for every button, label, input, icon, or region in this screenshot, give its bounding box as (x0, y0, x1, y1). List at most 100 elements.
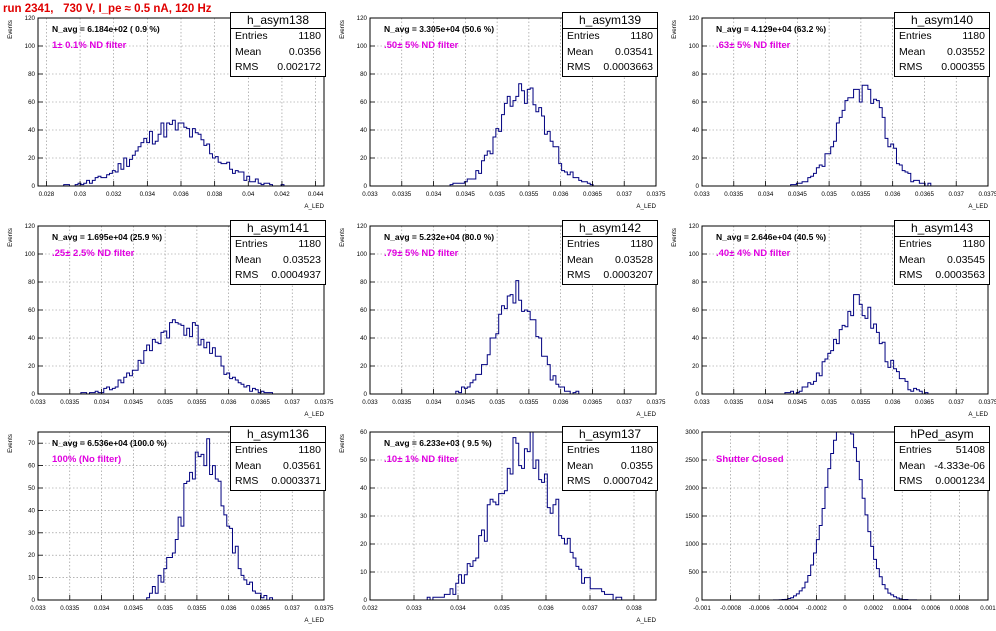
histogram-panel-h_asym140: 0.033 0.0335 0.034 0.0345 0.035 0.0355 0.036 0.… (664, 10, 996, 217)
x-tick-label: 0.033 (362, 399, 378, 406)
x-tick-label: 0.038 (207, 191, 223, 198)
filter-annotation: .25± 2.5% ND filter (52, 248, 135, 259)
y-tick-label: 2500 (685, 457, 699, 464)
y-tick-label: 60 (360, 429, 367, 436)
x-tick-label: 0.036 (221, 399, 237, 406)
navg-label: N_avg = 3.305e+04 (50.6 %) (384, 24, 495, 34)
stats-row-rms: RMS 0.0003207 (563, 268, 657, 284)
stats-box: h_asym137 Entries 1180 Mean 0.0355 RMS 0.00070… (562, 426, 658, 491)
x-tick-label: 0.0375 (979, 191, 996, 198)
filter-annotation: Shutter Closed (716, 454, 784, 465)
stats-row-rms: RMS 0.0003563 (895, 268, 989, 284)
x-tick-label: -0.0008 (720, 605, 742, 612)
x-tick-label: 0.0375 (315, 605, 334, 612)
stats-value: 1180 (630, 444, 653, 456)
filter-annotation: .63± 5% ND filter (716, 40, 791, 51)
stats-key: Mean (235, 253, 262, 266)
x-tick-label: 0.044 (308, 191, 324, 198)
stats-value: 0.03523 (283, 253, 321, 266)
stats-row-entries: Entries 1180 (563, 29, 657, 45)
filter-annotation: 1± 0.1% ND filter (52, 40, 127, 51)
navg-label: N_avg = 6.233e+03 ( 9.5 %) (384, 438, 492, 448)
histogram-panel-hPed_asym: -0.001 -0.0008 -0.0006 -0.0004 -0.0002 0 0.000… (664, 424, 996, 631)
x-tick-label: -0.0004 (777, 605, 799, 612)
x-tick-label: 0.033 (30, 605, 46, 612)
stats-row-rms: RMS 0.000355 (895, 60, 989, 76)
x-tick-label: 0.0365 (251, 399, 270, 406)
stats-key: Entries (235, 238, 268, 250)
stats-value: 51408 (955, 444, 985, 456)
stats-key: Entries (567, 30, 600, 42)
y-tick-label: 0 (696, 183, 700, 190)
y-tick-label: 20 (28, 363, 35, 370)
stats-row-mean: Mean 0.0356 (231, 45, 325, 61)
x-tick-label: 0 (843, 605, 847, 612)
stats-value: 1180 (298, 30, 321, 42)
stats-key: RMS (899, 269, 923, 281)
x-tick-label: 0.036 (553, 191, 569, 198)
stats-box-title: h_asym137 (563, 427, 657, 443)
y-tick-label: 20 (692, 155, 699, 162)
stats-row-entries: Entries 51408 (895, 443, 989, 459)
x-tick-label: 0.033 (30, 399, 46, 406)
y-tick-label: 1000 (685, 541, 699, 548)
y-tick-label: 30 (360, 513, 367, 520)
y-tick-label: 50 (28, 485, 35, 492)
x-tick-label: 0.034 (758, 399, 774, 406)
x-tick-label: 0.0375 (979, 399, 996, 406)
y-axis-label: Events (7, 434, 14, 453)
y-tick-label: 60 (692, 307, 699, 314)
x-tick-label: 0.0335 (60, 605, 79, 612)
x-tick-label: -0.001 (693, 605, 711, 612)
stats-key: RMS (235, 475, 259, 487)
stats-box: h_asym139 Entries 1180 Mean 0.03541 RMS 0.0003… (562, 12, 658, 77)
histogram-line (702, 84, 988, 187)
stats-key: RMS (235, 61, 259, 73)
y-tick-label: 20 (692, 363, 699, 370)
stats-row-rms: RMS 0.0004937 (231, 268, 325, 284)
histogram-line (702, 294, 988, 395)
histogram-panel-h_asym138: 0.028 0.03 0.032 0.034 0.036 0.038 0.04 0.042 0.… (0, 10, 332, 217)
stats-box-title: h_asym143 (895, 221, 989, 237)
x-tick-label: 0.036 (221, 605, 237, 612)
stats-row-entries: Entries 1180 (231, 237, 325, 253)
y-tick-label: 60 (28, 463, 35, 470)
x-tick-label: 0.035 (821, 191, 837, 198)
x-tick-label: 0.032 (106, 191, 122, 198)
stats-row-rms: RMS 0.0007042 (563, 474, 657, 490)
x-tick-label: 0.0345 (788, 399, 807, 406)
stats-box: h_asym141 Entries 1180 Mean 0.03523 RMS 0.0004… (230, 220, 326, 285)
x-tick-label: 0.0335 (392, 399, 411, 406)
y-tick-label: 70 (28, 440, 35, 447)
x-tick-label: 0.0355 (187, 605, 206, 612)
stats-row-rms: RMS 0.0003663 (563, 60, 657, 76)
y-axis-label: Events (7, 228, 14, 247)
filter-annotation: .40± 4% ND filter (716, 248, 791, 259)
x-tick-label: 0.036 (553, 399, 569, 406)
stats-value: 0.0356 (288, 45, 321, 58)
histogram-line (370, 83, 656, 187)
x-tick-label: 0.037 (284, 399, 300, 406)
stats-box-title: h_asym140 (895, 13, 989, 29)
y-tick-label: 20 (28, 552, 35, 559)
x-tick-label: 0.0365 (583, 399, 602, 406)
x-tick-label: 0.037 (284, 605, 300, 612)
x-tick-label: 0.0365 (251, 605, 270, 612)
y-tick-label: 100 (689, 251, 700, 258)
y-tick-label: 500 (689, 569, 700, 576)
y-tick-label: 3000 (685, 429, 699, 436)
stats-value: 1180 (298, 444, 321, 456)
navg-label: N_avg = 5.232e+04 (80.0 %) (384, 232, 495, 242)
stats-box: h_asym142 Entries 1180 Mean 0.03528 RMS 0.0003… (562, 220, 658, 285)
y-tick-label: 60 (28, 307, 35, 314)
y-tick-label: 10 (28, 575, 35, 582)
stats-key: Mean (899, 459, 926, 472)
y-tick-label: 0 (32, 183, 36, 190)
stats-box: h_asym143 Entries 1180 Mean 0.03545 RMS 0.0003… (894, 220, 990, 285)
x-tick-label: 0.035 (821, 399, 837, 406)
stats-value: -4.333e-06 (934, 459, 985, 472)
stats-value: 0.0003371 (271, 475, 321, 487)
x-tick-label: 0.028 (39, 191, 55, 198)
x-tick-label: 0.0355 (519, 191, 538, 198)
x-tick-label: 0.001 (980, 605, 996, 612)
